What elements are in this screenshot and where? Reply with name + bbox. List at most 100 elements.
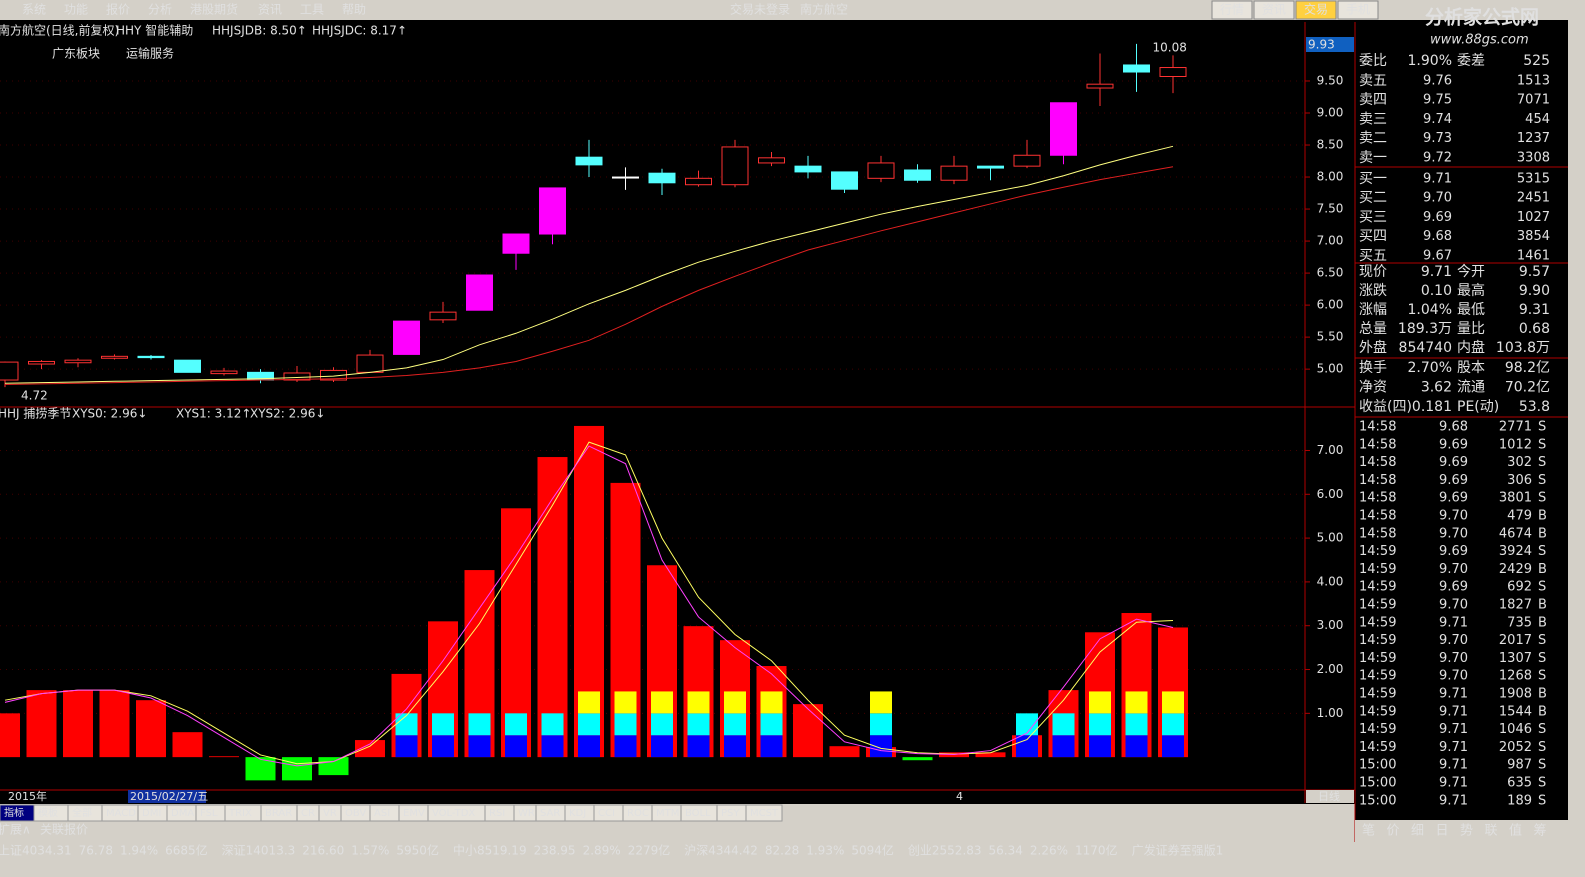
panel-tab[interactable]: 势 — [1460, 823, 1473, 839]
trade-side: S — [1538, 793, 1546, 808]
candle-body — [466, 274, 493, 311]
trade-volume: 189 — [1507, 793, 1532, 808]
tool-button[interactable] — [1253, 0, 1295, 20]
trade-time: 14:59 — [1359, 633, 1396, 648]
order-volume: 3854 — [1517, 229, 1550, 244]
quote-cell: 98.2亿 — [1505, 360, 1550, 376]
candle-body — [721, 146, 749, 186]
menu-item[interactable]: 工具 — [300, 3, 324, 17]
tab-label[interactable]: FSL — [200, 808, 218, 819]
tab[interactable] — [745, 804, 783, 822]
y-tick-label: 8.00 — [1317, 170, 1344, 184]
tab-label[interactable]: EMV — [403, 808, 425, 819]
panel-tab[interactable]: 日 — [1436, 824, 1449, 839]
tab-label[interactable]: RSI — [489, 808, 505, 819]
trade-side: B — [1538, 598, 1547, 613]
tab-label[interactable]: TRIX — [228, 808, 252, 819]
candle-body — [1123, 64, 1150, 73]
status-item: 上证4034.31 — [0, 844, 72, 858]
menu-item[interactable]: 系统 — [22, 3, 46, 17]
tab-label[interactable]: BRAR — [265, 808, 292, 819]
status-item: 82.28 — [765, 844, 799, 858]
status-item: 2279亿 — [628, 843, 671, 858]
quote-cell: 今开 — [1457, 264, 1485, 280]
menu-item[interactable]: 港股期货 — [190, 2, 238, 17]
tab-label[interactable]: PSY — [721, 808, 740, 819]
tab-label[interactable]: 指标 — [4, 806, 24, 819]
quote-cell: 9.57 — [1519, 264, 1550, 280]
panel-tab[interactable]: 细 — [1411, 824, 1424, 839]
tab-label[interactable]: MTM — [656, 808, 679, 819]
tab-label[interactable]: ROC — [627, 808, 649, 819]
trade-price: 9.70 — [1439, 633, 1468, 648]
tool-button[interactable] — [1295, 0, 1337, 20]
candle-body — [940, 165, 968, 181]
tab-label[interactable]: VR — [323, 808, 337, 819]
trade-side: B — [1538, 526, 1547, 541]
tab-label[interactable]: DMA — [171, 808, 194, 819]
panel-tab[interactable]: 价 — [1387, 824, 1400, 839]
menu-item[interactable]: 报价 — [106, 2, 130, 17]
tab-label[interactable]: MCST — [750, 808, 779, 819]
panel-tab[interactable]: 笔 — [1362, 823, 1375, 839]
candle-body — [356, 354, 384, 373]
menu-item[interactable]: 分析 — [148, 3, 172, 17]
tool-button-label[interactable]: 手机 — [1346, 3, 1370, 17]
trade-volume: 735 — [1507, 615, 1532, 630]
tab-label[interactable]: DMI — [142, 808, 161, 819]
tab-label[interactable]: VOL-TDX — [432, 808, 475, 819]
stack-segment — [614, 713, 637, 736]
trade-side: B — [1538, 687, 1547, 702]
trade-time: 14:59 — [1359, 740, 1396, 755]
trade-volume: 1046 — [1499, 722, 1532, 737]
stack-segment — [724, 735, 746, 758]
bar — [318, 757, 349, 776]
menu-item[interactable]: 功能 — [64, 3, 88, 17]
menu-item[interactable]: 资讯 — [258, 3, 282, 17]
trade-side: B — [1538, 509, 1547, 524]
tool-button[interactable] — [1211, 0, 1253, 20]
tab-label[interactable]: 模板 — [38, 806, 58, 819]
candle-body — [794, 165, 822, 173]
tab-label[interactable]: CCI — [598, 808, 615, 819]
tool-button-label[interactable]: 资讯 — [1262, 3, 1286, 17]
quote-cell: 0.68 — [1519, 321, 1550, 337]
tag: 广东板块 — [52, 47, 100, 61]
candle-body — [612, 176, 639, 179]
quote-cell: 量比 — [1457, 321, 1485, 337]
tab-label[interactable]: KDJ — [569, 808, 586, 819]
trade-price: 9.70 — [1439, 526, 1468, 541]
trade-volume: 479 — [1507, 509, 1532, 524]
tab-label[interactable]: ASI — [374, 808, 390, 819]
tab-label[interactable]: 全部 — [72, 806, 92, 819]
stack-segment — [1016, 735, 1038, 758]
panel-tab[interactable]: 联 — [1485, 824, 1498, 839]
tab-label[interactable]: BOLL — [685, 808, 711, 819]
quote-cell: 股本 — [1457, 360, 1485, 376]
y-tick-label: 9.50 — [1317, 73, 1344, 87]
sub-tab[interactable]: 关联报价 — [40, 822, 88, 837]
quote-cell: 525 — [1523, 53, 1550, 69]
panel-tab[interactable]: 筹 — [1534, 823, 1547, 839]
tool-button-label[interactable]: 交易 — [1304, 2, 1328, 17]
tab-label[interactable]: CR — [301, 808, 315, 819]
stack-segment — [1089, 691, 1111, 714]
menu-item[interactable]: 帮助 — [342, 3, 366, 17]
trade-volume: 4674 — [1499, 526, 1532, 541]
header-item: XYS0: 2.96↓ — [72, 407, 147, 421]
order-name: 买二 — [1359, 190, 1387, 206]
tab-label[interactable]: SAR — [540, 808, 560, 819]
trade-price: 9.71 — [1439, 793, 1468, 808]
trade-volume: 692 — [1507, 580, 1532, 595]
tab-label[interactable]: WR — [518, 808, 535, 819]
tab-label[interactable]: OBV — [345, 808, 366, 819]
tab-label[interactable]: MACD — [106, 808, 136, 819]
status-item: 76.78 — [79, 844, 113, 858]
trade-price: 9.71 — [1439, 776, 1468, 791]
sub-tab[interactable]: 扩展∧ — [0, 823, 31, 837]
y-tick-label: 7.00 — [1317, 443, 1344, 457]
panel-tab[interactable]: 值 — [1509, 823, 1522, 839]
tool-button-label[interactable]: 行情 — [1220, 3, 1244, 17]
order-price: 9.71 — [1423, 172, 1452, 187]
tool-button[interactable] — [1337, 0, 1379, 20]
